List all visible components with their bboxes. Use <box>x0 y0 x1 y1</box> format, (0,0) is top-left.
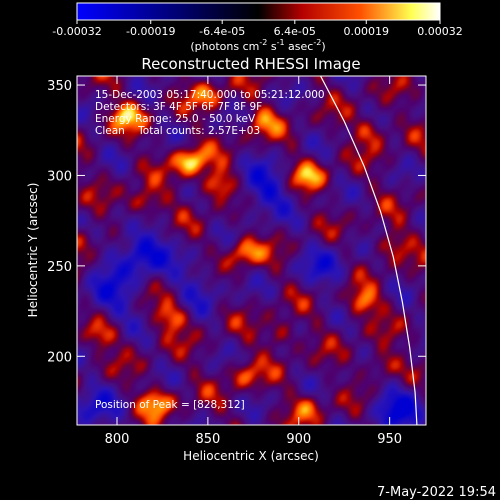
colorbar-gradient <box>76 2 441 21</box>
y-tick-label: 200 <box>47 350 72 365</box>
colorbar-tick-label: -6.4e-05 <box>199 25 245 38</box>
colorbar-ticks: -0.00032 -0.00019 -6.4e-05 6.4e-05 0.00019 0.… <box>52 20 463 38</box>
plot-frame <box>76 75 427 426</box>
solar-limb-line <box>320 76 418 425</box>
y-tick-label: 250 <box>47 260 72 275</box>
annotation-detectors: Detectors: 3F 4F 5F 6F 7F 8F 9F <box>95 101 262 113</box>
plot-area: 800 850 900 950 200 250 300 350 <box>47 75 427 447</box>
y-tick-label: 300 <box>47 169 72 184</box>
y-axis-label: Heliocentric Y (arcsec) <box>26 183 40 318</box>
chart-title: Reconstructed RHESSI Image <box>141 55 360 73</box>
colorbar-tick-label: 6.4e-05 <box>274 25 316 38</box>
annotations: 15-Dec-2003 05:17:40.000 to 05:21:12.000… <box>95 89 325 411</box>
colorbar-tick-label: 0.00032 <box>417 25 463 38</box>
colorbar-tick-label: -0.00019 <box>126 25 175 38</box>
heatmap-image <box>77 76 426 425</box>
colorbar-units: (photons cm-2 s-1 asec-2) <box>190 38 325 53</box>
annotation-clean: Clean Total counts: 2.57E+03 <box>95 125 260 137</box>
x-tick-label: 800 <box>105 432 130 447</box>
x-tick-label: 900 <box>286 432 311 447</box>
x-tick-label: 950 <box>377 432 402 447</box>
colorbar-tick-label: 0.00019 <box>344 25 390 38</box>
y-tick-label: 350 <box>47 79 72 94</box>
x-tick-label: 850 <box>195 432 220 447</box>
axis-ticks: 800 850 900 950 200 250 300 350 <box>47 76 426 447</box>
colorbar: -0.00032 -0.00019 -6.4e-05 6.4e-05 0.00019 0.… <box>52 2 463 53</box>
x-axis-label: Heliocentric X (arcsec) <box>183 449 319 463</box>
annotation-energy: Energy Range: 25.0 - 50.0 keV <box>95 113 256 125</box>
annotation-peak: Position of Peak = [828,312] <box>95 399 245 411</box>
footer-timestamp: 7-May-2022 19:54 <box>377 485 496 500</box>
colorbar-tick-label: -0.00032 <box>52 25 101 38</box>
annotation-time: 15-Dec-2003 05:17:40.000 to 05:21:12.000 <box>95 89 325 101</box>
